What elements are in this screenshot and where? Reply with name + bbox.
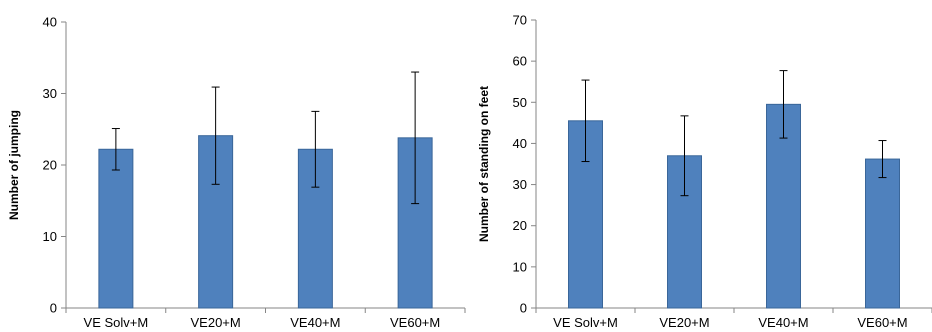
y-tick-label: 40 xyxy=(43,15,57,30)
chart-jumping: 0 10 20 30 40 VE Solv+M VE20+M VE40+M VE60+M Numb… xyxy=(7,15,466,330)
y-tick-label: 60 xyxy=(513,54,527,69)
bar xyxy=(98,148,134,309)
x-tick-label: VE Solv+M xyxy=(84,315,149,330)
y-tick-label: 20 xyxy=(513,218,527,233)
y-tick-label: 10 xyxy=(43,229,57,244)
y-tick-label: 30 xyxy=(43,86,57,101)
y-axis-title: Number of standing on feet xyxy=(477,86,491,242)
y-tick-label: 30 xyxy=(513,177,527,192)
chart-standing-on-feet: 0 10 20 30 40 50 60 70 VE Solv+M VE20+M VE40+M VE60… xyxy=(477,13,932,330)
y-tick-label: 0 xyxy=(50,301,57,316)
x-tick-label: VE20+M xyxy=(659,315,709,330)
y-tick-label: 50 xyxy=(513,95,527,110)
x-tick-label: VE40+M xyxy=(758,315,808,330)
x-tick-label: VE20+M xyxy=(191,315,241,330)
x-tick-label: VE60+M xyxy=(857,315,907,330)
y-tick-label: 20 xyxy=(43,158,57,173)
y-tick-label: 0 xyxy=(520,301,527,316)
y-tick-label: 40 xyxy=(513,136,527,151)
x-tick-label: VE60+M xyxy=(390,315,440,330)
y-tick-label: 10 xyxy=(513,259,527,274)
x-tick-label: VE Solv+M xyxy=(553,315,618,330)
x-tick-label: VE40+M xyxy=(290,315,340,330)
y-tick-label: 70 xyxy=(513,13,527,28)
y-axis-title: Number of jumping xyxy=(7,110,21,220)
bar xyxy=(865,158,900,309)
